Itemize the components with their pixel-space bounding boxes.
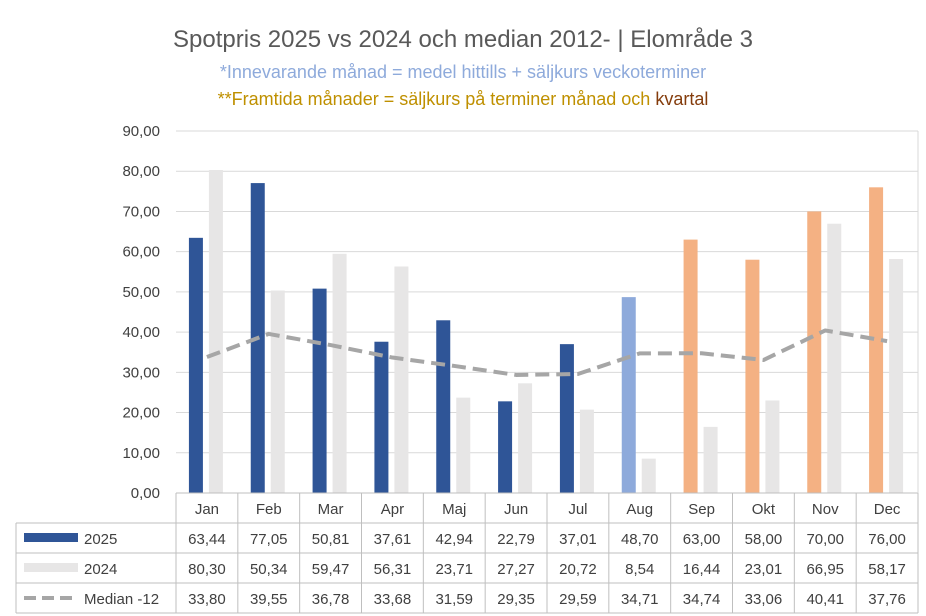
chart-subtitle-current-month: *Innevarande månad = medel hittills + sä… [219, 62, 707, 82]
legend-label-median: Median -12 [84, 591, 159, 608]
bar-2025 [312, 288, 327, 493]
table-value: 39,55 [250, 591, 288, 608]
x-category-label: Nov [812, 501, 839, 518]
x-category-label: Aug [626, 501, 653, 518]
table-value: 42,94 [435, 531, 473, 548]
table-value: 76,00 [868, 531, 906, 548]
bar-2024 [827, 223, 842, 493]
table-value: 31,59 [435, 591, 473, 608]
x-category-label: Jul [568, 501, 587, 518]
x-category-label: Mar [318, 501, 344, 518]
legend-label-2024: 2024 [84, 561, 117, 578]
x-category-label: Sep [688, 501, 715, 518]
bar-2024 [270, 290, 285, 493]
table-value: 63,44 [188, 531, 226, 548]
bar-2025 [498, 401, 513, 493]
x-category-label: Jun [504, 501, 528, 518]
bar-2024 [703, 426, 718, 493]
table-value: 70,00 [806, 531, 844, 548]
y-tick-label: 20,00 [122, 405, 160, 422]
bar-2024 [765, 400, 780, 493]
chart-subtitle-future-months: **Framtida månader = säljkurs på termine… [0, 89, 926, 110]
table-value: 63,00 [683, 531, 721, 548]
x-category-label: Maj [442, 501, 466, 518]
table-value: 37,61 [374, 531, 412, 548]
y-tick-label: 0,00 [131, 485, 160, 502]
table-value: 36,78 [312, 591, 350, 608]
table-value: 29,59 [559, 591, 597, 608]
legend-key-2025 [24, 533, 78, 542]
table-value: 16,44 [683, 561, 721, 578]
y-tick-label: 50,00 [122, 284, 160, 301]
table-value: 33,68 [374, 591, 412, 608]
legend-label-2025: 2025 [84, 531, 117, 548]
bar-2024 [889, 259, 904, 493]
y-tick-label: 70,00 [122, 203, 160, 220]
y-tick-label: 60,00 [122, 244, 160, 261]
table-value: 22,79 [497, 531, 535, 548]
bar-2025 [188, 237, 203, 493]
table-value: 59,47 [312, 561, 350, 578]
bar-2025 [807, 211, 822, 493]
bar-2024 [579, 409, 594, 493]
median-line [206, 328, 888, 377]
table-value: 23,01 [745, 561, 783, 578]
bar-2025 [745, 259, 760, 493]
table-value: 66,95 [806, 561, 844, 578]
bar-2024 [518, 383, 533, 493]
x-category-label: Apr [381, 501, 404, 518]
bar-2025 [621, 297, 636, 493]
y-tick-label: 40,00 [122, 324, 160, 341]
legend-key-2024 [24, 563, 78, 572]
x-category-label: Feb [256, 501, 282, 518]
bar-2025 [374, 341, 389, 493]
table-value: 37,01 [559, 531, 597, 548]
table-value: 40,41 [806, 591, 844, 608]
x-category-label: Dec [874, 501, 901, 518]
bar-2024 [641, 458, 656, 493]
table-value: 80,30 [188, 561, 226, 578]
table-value: 37,76 [868, 591, 906, 608]
table-value: 33,80 [188, 591, 226, 608]
table-value: 29,35 [497, 591, 535, 608]
x-category-label: Jan [195, 501, 219, 518]
x-category-label: Okt [752, 501, 776, 518]
subtitle-tail-text: kvartal [655, 89, 709, 109]
table-value: 23,71 [435, 561, 473, 578]
table-value: 56,31 [374, 561, 412, 578]
table-value: 77,05 [250, 531, 288, 548]
bar-2024 [456, 397, 471, 493]
bar-2025 [559, 344, 574, 493]
table-value: 20,72 [559, 561, 597, 578]
table-value: 50,34 [250, 561, 288, 578]
y-tick-label: 30,00 [122, 364, 160, 381]
subtitle-main-text: **Framtida månader = säljkurs på termine… [217, 89, 651, 109]
table-value: 34,74 [683, 591, 721, 608]
bar-2024 [332, 253, 347, 493]
table-value: 58,00 [745, 531, 783, 548]
bar-2024 [208, 170, 223, 493]
table-value: 58,17 [868, 561, 906, 578]
table-value: 33,06 [745, 591, 783, 608]
y-tick-label: 90,00 [122, 123, 160, 140]
chart-title: Spotpris 2025 vs 2024 och median 2012- |… [173, 26, 753, 53]
table-value: 27,27 [497, 561, 535, 578]
bar-2024 [394, 266, 409, 493]
bar-2025 [436, 320, 451, 493]
y-tick-label: 80,00 [122, 163, 160, 180]
table-value: 50,81 [312, 531, 350, 548]
table-value: 8,54 [625, 561, 654, 578]
bar-2025 [869, 187, 884, 494]
table-value: 34,71 [621, 591, 659, 608]
table-value: 48,70 [621, 531, 659, 548]
y-tick-label: 10,00 [122, 445, 160, 462]
bar-2025 [683, 239, 698, 493]
